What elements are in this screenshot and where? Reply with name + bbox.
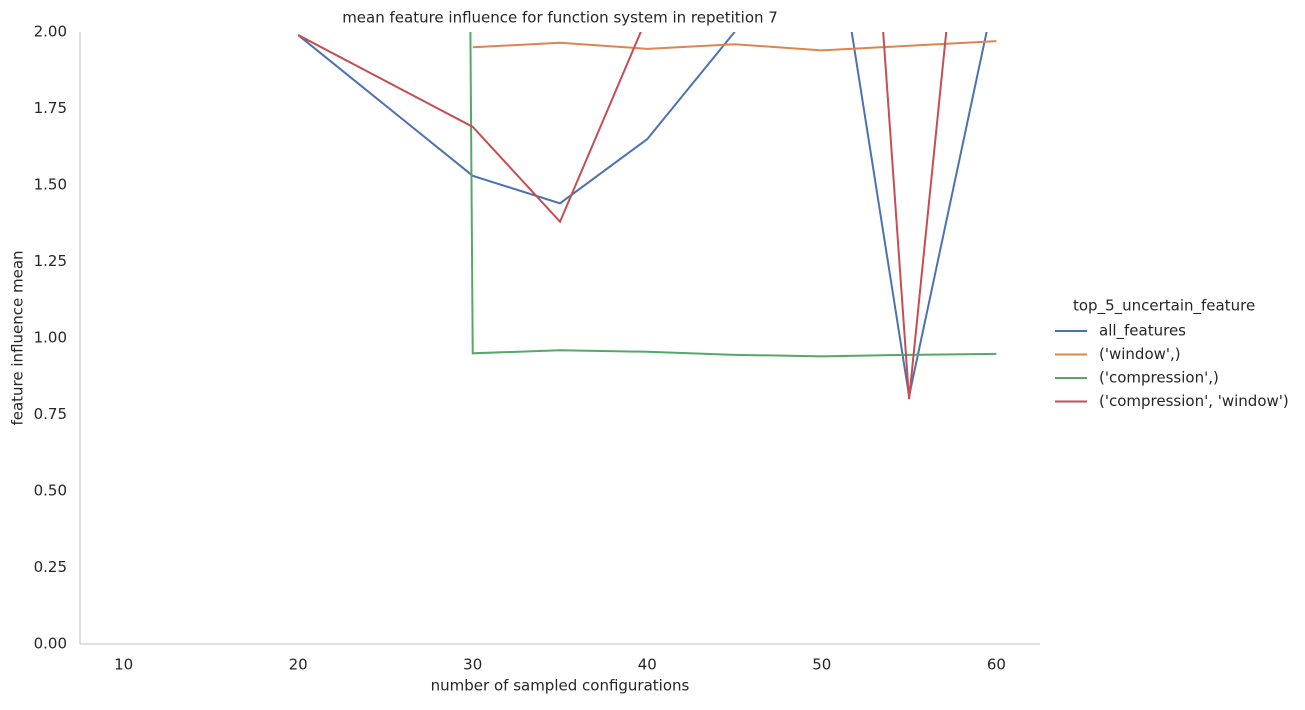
legend-title: top_5_uncertain_feature	[1073, 297, 1255, 316]
y-tick-label: 0.75	[34, 405, 67, 423]
y-tick-label: 0.25	[34, 558, 67, 576]
y-tick-label: 0.00	[34, 635, 67, 653]
x-axis-label: number of sampled configurations	[431, 677, 690, 695]
series-line	[297, 32, 948, 400]
y-axis-label: feature influence mean	[9, 250, 27, 425]
legend-label: ('compression',)	[1099, 369, 1219, 387]
chart-title: mean feature influence for function syst…	[342, 9, 778, 27]
x-tick-label: 10	[114, 656, 133, 674]
plot-area	[297, 32, 997, 400]
x-tick-label: 20	[289, 656, 308, 674]
y-tick-label: 1.25	[34, 252, 67, 270]
y-tick-label: 0.50	[34, 482, 67, 500]
series-line	[297, 32, 988, 397]
x-tick-label: 60	[987, 656, 1006, 674]
legend-label: ('compression', 'window')	[1099, 392, 1289, 410]
y-tick-label: 1.50	[34, 176, 67, 194]
legend-label: ('window',)	[1099, 345, 1181, 363]
x-tick-label: 40	[638, 656, 657, 674]
x-tick-label: 50	[812, 656, 831, 674]
y-tick-label: 1.75	[34, 99, 67, 117]
legend-label: all_features	[1099, 322, 1186, 341]
x-tick-label: 30	[463, 656, 482, 674]
series-line	[472, 40, 997, 52]
y-tick-label: 1.00	[34, 329, 67, 347]
y-tick-label: 2.00	[34, 23, 67, 41]
series-line	[469, 32, 997, 358]
